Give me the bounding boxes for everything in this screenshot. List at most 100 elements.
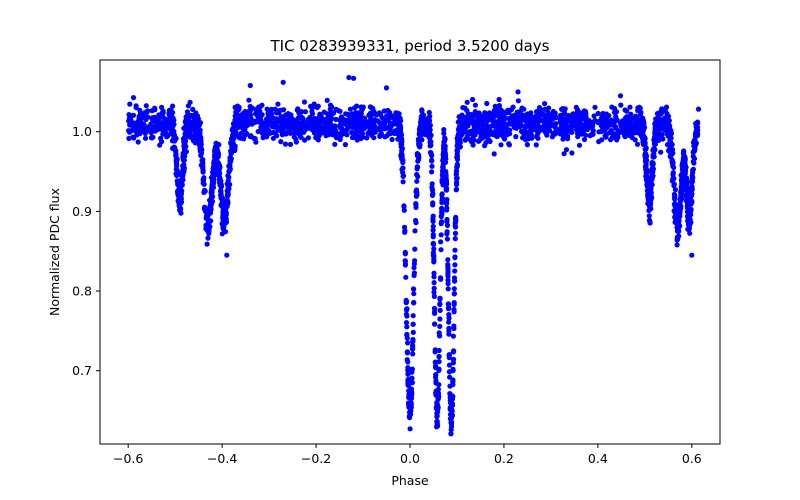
data-point — [533, 142, 539, 148]
data-point — [429, 153, 435, 159]
data-point — [224, 199, 230, 205]
data-point — [676, 233, 682, 239]
data-point — [431, 305, 438, 311]
x-tick-label: 0.6 — [682, 451, 702, 466]
data-point — [569, 150, 575, 156]
data-point — [448, 420, 454, 426]
data-point — [441, 149, 447, 155]
data-point — [152, 105, 158, 111]
x-tick-label: 0.2 — [494, 451, 514, 466]
data-point — [157, 142, 163, 148]
data-point — [650, 161, 656, 167]
data-point — [396, 111, 402, 117]
data-point — [436, 366, 442, 372]
data-point — [678, 197, 684, 204]
data-point — [126, 135, 132, 142]
data-point — [577, 115, 583, 121]
data-point — [536, 128, 542, 134]
data-point — [401, 207, 407, 213]
data-point — [446, 304, 452, 310]
data-point — [646, 213, 652, 219]
data-point — [230, 133, 236, 140]
data-point — [500, 114, 506, 121]
data-point — [445, 262, 451, 268]
data-point — [200, 165, 206, 171]
data-point — [280, 79, 286, 85]
data-point — [633, 113, 639, 119]
data-point — [278, 139, 284, 145]
data-point — [245, 122, 251, 128]
data-point — [222, 229, 229, 235]
data-point — [429, 169, 435, 175]
data-point — [432, 310, 438, 316]
data-point — [515, 98, 522, 104]
data-point — [666, 130, 672, 136]
data-point — [276, 110, 282, 116]
data-point — [552, 113, 558, 119]
data-point — [405, 340, 411, 346]
y-axis-label: Normalized PDC flux — [47, 188, 62, 316]
data-point — [677, 208, 683, 214]
data-point — [209, 190, 215, 196]
data-point — [353, 110, 359, 116]
data-point — [436, 354, 442, 360]
data-point — [337, 123, 343, 129]
data-point — [213, 158, 219, 164]
data-point — [684, 195, 690, 201]
data-point — [332, 123, 338, 129]
data-point — [491, 151, 497, 157]
data-point — [133, 103, 139, 109]
data-point — [415, 158, 421, 164]
data-point — [163, 131, 169, 137]
data-point — [693, 120, 699, 127]
data-point — [450, 360, 456, 366]
data-point — [560, 116, 566, 122]
data-point — [461, 126, 467, 132]
data-point — [215, 148, 221, 154]
data-point — [403, 299, 410, 305]
data-point — [240, 118, 246, 124]
data-point — [207, 224, 213, 230]
data-point — [347, 106, 353, 112]
data-point — [172, 137, 178, 143]
data-point — [436, 347, 442, 354]
data-point — [182, 131, 188, 137]
data-point — [678, 177, 685, 184]
data-point — [324, 123, 330, 129]
data-point — [658, 149, 664, 155]
data-point — [513, 134, 519, 140]
data-point — [216, 167, 222, 173]
data-point — [127, 128, 133, 134]
data-point — [438, 221, 444, 227]
data-point — [455, 138, 461, 144]
data-point — [364, 135, 370, 141]
data-point — [574, 130, 581, 137]
data-point — [156, 112, 162, 118]
data-point — [131, 135, 137, 141]
data-point — [450, 349, 456, 355]
data-point — [689, 191, 695, 197]
data-point — [427, 113, 433, 119]
x-axis-label: Phase — [391, 473, 429, 488]
data-point — [648, 168, 655, 174]
data-point — [324, 115, 330, 122]
data-point — [690, 174, 696, 180]
data-point — [644, 176, 650, 182]
data-point — [433, 363, 439, 369]
data-point — [419, 107, 425, 113]
data-point — [368, 118, 374, 124]
data-point — [650, 154, 656, 160]
data-point — [230, 121, 237, 127]
data-point — [631, 130, 638, 136]
data-point — [404, 313, 410, 319]
data-point — [583, 132, 589, 138]
data-point — [385, 118, 391, 124]
data-point — [381, 108, 387, 114]
data-point — [265, 110, 271, 117]
data-point — [338, 118, 344, 124]
data-point — [546, 128, 552, 134]
data-point — [158, 125, 164, 131]
data-point — [524, 142, 531, 148]
data-point — [405, 359, 411, 365]
data-point — [389, 136, 395, 143]
